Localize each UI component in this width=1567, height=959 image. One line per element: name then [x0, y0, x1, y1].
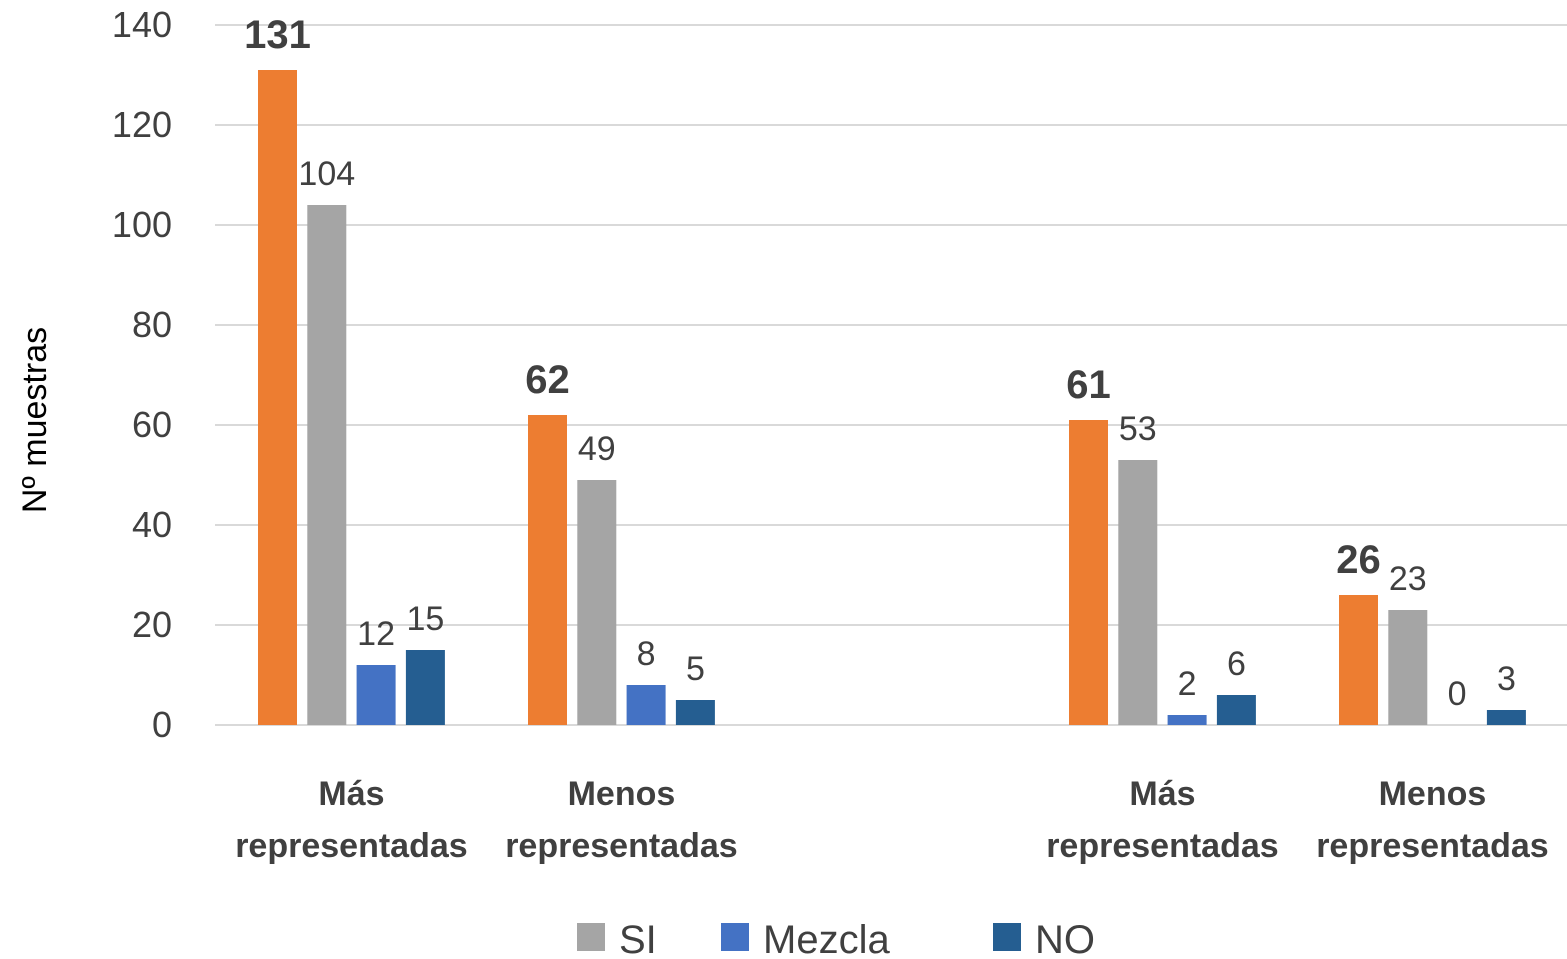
category-label: representadas: [1316, 827, 1548, 865]
data-label: 3: [1497, 660, 1516, 698]
category-label: Más: [318, 775, 384, 813]
category-labels: Más representadas Menos representadas Más rep…: [235, 775, 1548, 865]
legend-label: Mezcla: [763, 918, 890, 959]
bar-si-3: [1388, 610, 1428, 725]
y-tick-label: 140: [112, 4, 172, 45]
data-label: 62: [525, 358, 570, 402]
bar-series-1-3: [1339, 595, 1378, 725]
category-label: representadas: [1046, 827, 1278, 865]
bar-series-1-2: [1069, 420, 1108, 725]
data-labels: 131 62 61 26 104 49 53 23 12 8 2 0 15 5 6 3: [244, 13, 1516, 713]
data-label: 0: [1448, 675, 1467, 713]
category-label: Más: [1129, 775, 1195, 813]
bar-series-1-1: [528, 415, 567, 725]
bar-si-1: [577, 480, 617, 725]
data-label: 23: [1389, 560, 1427, 598]
data-label: 53: [1119, 410, 1157, 448]
data-label: 6: [1227, 645, 1246, 683]
data-label: 26: [1336, 538, 1381, 582]
category-label: representadas: [505, 827, 737, 865]
y-tick-label: 100: [112, 204, 172, 245]
bar-no-3: [1486, 710, 1526, 725]
legend-label: NO: [1035, 918, 1095, 959]
y-axis-ticks: 0 20 40 60 80 100 120 140: [112, 4, 172, 745]
legend-swatch: [577, 923, 605, 951]
category-label: Menos: [568, 775, 676, 813]
y-tick-label: 20: [132, 604, 172, 645]
y-tick-label: 0: [152, 704, 172, 745]
data-label: 104: [298, 155, 355, 193]
legend-swatch: [721, 923, 749, 951]
bar-no-1: [675, 700, 715, 725]
gridlines: [215, 24, 1567, 726]
y-axis-label: Nº muestras: [16, 327, 54, 513]
bar-no-0: [405, 650, 445, 725]
bar-mezcla-0: [356, 665, 396, 725]
y-tick-label: 60: [132, 404, 172, 445]
data-label: 131: [244, 13, 311, 57]
data-label: 2: [1178, 665, 1197, 703]
data-label: 12: [357, 615, 395, 653]
legend-label: SI: [619, 918, 657, 959]
data-label: 8: [637, 635, 656, 673]
bar-series-1-0: [258, 70, 297, 725]
bar-mezcla-2: [1167, 715, 1207, 725]
bars: [258, 70, 1526, 725]
data-label: 49: [578, 430, 616, 468]
y-tick-label: 80: [132, 304, 172, 345]
bar-si-0: [307, 205, 347, 725]
data-label: 61: [1066, 363, 1111, 407]
bar-mezcla-1: [626, 685, 666, 725]
category-label: Menos: [1379, 775, 1487, 813]
category-label: representadas: [235, 827, 467, 865]
data-label: 5: [686, 650, 705, 688]
bar-no-2: [1216, 695, 1256, 725]
data-label: 15: [406, 600, 444, 638]
y-tick-label: 120: [112, 104, 172, 145]
legend: SI Mezcla NO: [577, 918, 1095, 959]
y-tick-label: 40: [132, 504, 172, 545]
legend-swatch: [993, 923, 1021, 951]
bar-si-2: [1118, 460, 1158, 725]
